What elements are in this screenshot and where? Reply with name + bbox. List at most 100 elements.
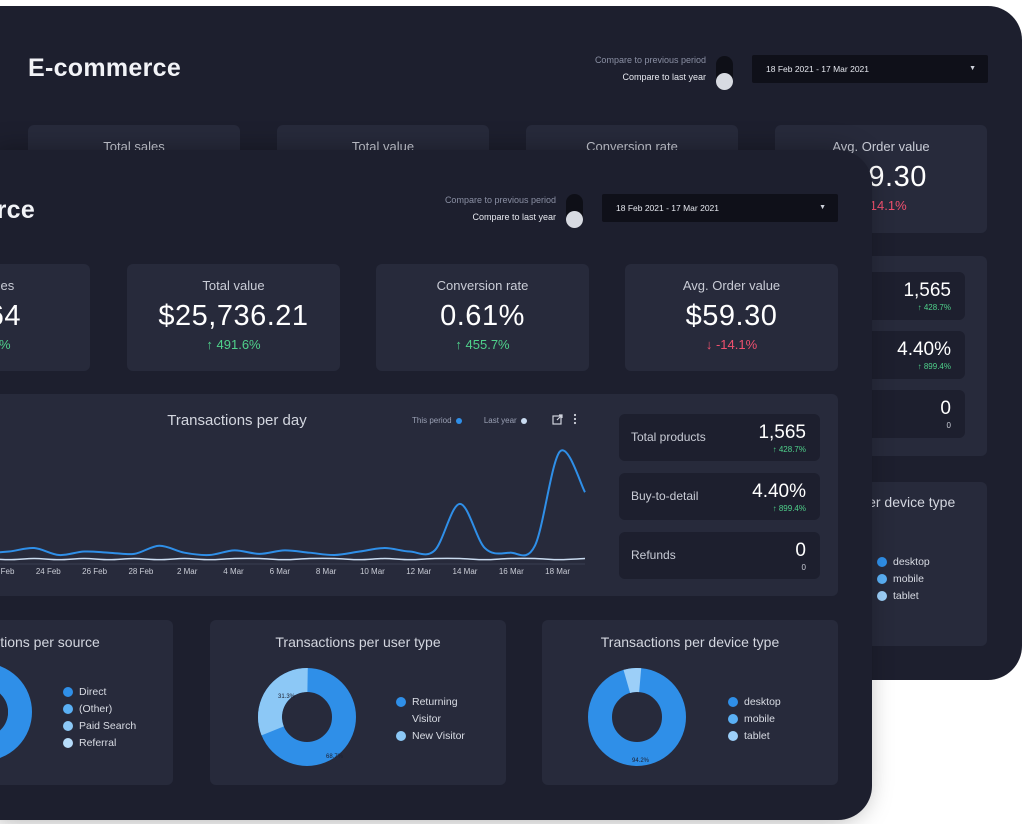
legend-dot	[877, 557, 887, 567]
legend-item-other: (Other)	[63, 701, 136, 718]
source-legend: Direct (Other) Paid Search Referral	[63, 684, 136, 752]
mini-change: ↑ 428.7%	[917, 303, 951, 312]
kpi-label: Conversion rate	[436, 278, 529, 293]
x-tick-label: 16 Mar	[499, 567, 524, 576]
section-title: Transactions per device type	[600, 634, 780, 650]
legend-dot	[520, 417, 527, 424]
export-icon[interactable]	[552, 414, 563, 428]
donut-segment-direct	[0, 666, 32, 758]
kpi-card-total-sales: Total sales 1,564 ↑ 419.6%	[0, 264, 90, 371]
page-title: E-commerce	[0, 196, 36, 224]
legend-item-last-year[interactable]: Last year	[484, 416, 527, 425]
legend-dot	[63, 721, 73, 731]
caret-down-icon: ▼	[969, 65, 976, 72]
chart-legend: This period Last year	[412, 416, 527, 425]
user-type-legend: Returning Visitor New Visitor	[396, 694, 492, 745]
mini-label: Refunds	[631, 548, 676, 562]
legend-item-referral: Referral	[63, 735, 136, 752]
legend-dot	[455, 417, 462, 424]
kpi-change: ↓ -14.1%	[705, 337, 758, 352]
toggle-knob	[716, 73, 733, 90]
legend-dot	[396, 697, 406, 707]
kpi-change: ↑ 455.7%	[455, 337, 510, 352]
kpi-label: Total value	[202, 278, 265, 293]
kpi-value: $25,736.21	[158, 300, 309, 332]
donut-label-big: 94.2%	[632, 758, 650, 764]
section-title: Transactions per user type	[275, 634, 441, 650]
mini-value: 1,565	[903, 280, 951, 301]
kpi-card-avg-order-value: Avg. Order value $59.30 ↓ -14.1%	[625, 264, 838, 371]
mini-change: ↑ 899.4%	[772, 504, 806, 513]
compare-labels: Compare to previous period Compare to la…	[445, 192, 556, 226]
device-legend: desktop mobile tablet	[877, 554, 930, 605]
arrow-up-icon: ↑	[772, 445, 777, 454]
legend-item-returning-visitor: Returning Visitor	[396, 694, 492, 728]
device-legend: desktop mobile tablet	[728, 694, 781, 745]
date-range-select[interactable]: 18 Feb 2021 - 17 Mar 2021 ▼	[752, 55, 988, 83]
legend-item-direct: Direct	[63, 684, 136, 701]
legend-item-tablet: tablet	[728, 728, 781, 745]
compare-labels: Compare to previous period Compare to la…	[595, 52, 706, 86]
x-tick-label: 26 Feb	[82, 567, 107, 576]
date-range-value: 18 Feb 2021 - 17 Mar 2021	[766, 64, 870, 74]
arrow-up-icon: ↑	[917, 362, 922, 371]
x-tick-label: 12 Mar	[406, 567, 431, 576]
x-tick-label: 4 Mar	[223, 567, 244, 576]
x-tick-label: 6 Mar	[270, 567, 291, 576]
x-tick-label: 24 Feb	[36, 567, 61, 576]
device-donut: 94.2%	[588, 668, 686, 766]
legend-dot	[63, 687, 73, 697]
toggle-knob	[566, 211, 583, 228]
legend-item-desktop: desktop	[877, 554, 930, 571]
more-vertical-icon[interactable]	[573, 413, 577, 428]
donut-hole	[0, 693, 8, 731]
legend-dot	[728, 697, 738, 707]
x-tick-label: 2 Mar	[177, 567, 198, 576]
kpi-card-total-value: Total value $25,736.21 ↑ 491.6%	[127, 264, 340, 371]
legend-dot	[728, 731, 738, 741]
arrow-up-icon: ↑	[206, 337, 213, 352]
date-range-select[interactable]: 18 Feb 2021 - 17 Mar 2021 ▼	[602, 194, 838, 222]
front-dashboard: E-commerce Compare to previous period Co…	[0, 150, 872, 820]
mini-change: ↑ 899.4%	[917, 362, 951, 371]
transactions-line-chart: 22 Feb 24 Feb 26 Feb 28 Feb 2 Mar 4 Mar 6 Mar 8…	[0, 449, 586, 576]
compare-last-year-label: Compare to last year	[622, 72, 706, 82]
compare-toggle[interactable]	[716, 56, 733, 90]
kpi-value: 0.61%	[440, 300, 525, 332]
arrow-down-icon: ↓	[705, 337, 713, 352]
transactions-per-day-card: Transactions per day This period Last ye…	[0, 394, 838, 596]
x-tick-label: 14 Mar	[453, 567, 478, 576]
series-line-this-period	[0, 449, 586, 557]
mini-value: 4.40%	[897, 339, 951, 360]
legend-dot	[63, 738, 73, 748]
transactions-per-user-type-card: Transactions per user type 31.3% 68.7% R…	[210, 620, 506, 785]
source-donut	[0, 666, 32, 758]
arrow-up-icon: ↑	[917, 303, 922, 312]
kpi-label: Avg. Order value	[832, 139, 930, 154]
chart-title: Transactions per day	[167, 412, 307, 429]
legend-dot	[396, 731, 406, 741]
legend-dot	[877, 574, 887, 584]
compare-toggle[interactable]	[566, 194, 583, 228]
transactions-per-device-type-card: Transactions per device type 94.2% deskt…	[542, 620, 838, 785]
mini-value: 0	[795, 540, 806, 561]
legend-dot	[728, 714, 738, 724]
series-line-last-year	[0, 557, 586, 561]
kpi-card-conversion-rate: Conversion rate 0.61% ↑ 455.7%	[376, 264, 589, 371]
kpi-label: Avg. Order value	[682, 278, 781, 293]
mini-value: 4.40%	[752, 481, 806, 502]
legend-item-this-period[interactable]: This period	[412, 416, 462, 425]
mini-change: ↑ 428.7%	[772, 445, 806, 454]
legend-dot	[877, 591, 887, 601]
kpi-change: ↑ 419.6%	[0, 337, 11, 352]
mini-value: 1,565	[758, 422, 806, 443]
x-tick-label: 22 Feb	[0, 567, 15, 576]
mini-card-total-products: Total products 1,565 ↑ 428.7%	[619, 414, 820, 461]
mini-change: 0	[801, 563, 806, 572]
x-tick-label: 8 Mar	[316, 567, 337, 576]
x-tick-label: 18 Mar	[545, 567, 570, 576]
legend-item-new-visitor: New Visitor	[396, 728, 492, 745]
kpi-label: Total sales	[0, 278, 15, 293]
page-title: E-commerce	[28, 54, 182, 82]
user-type-donut: 31.3% 68.7%	[258, 668, 356, 766]
